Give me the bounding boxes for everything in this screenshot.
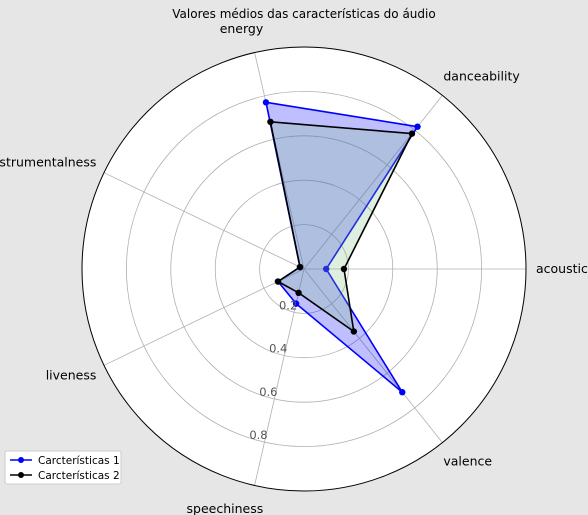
legend-box bbox=[4, 450, 122, 485]
spoke-gridline bbox=[254, 52, 305, 270]
series-area bbox=[266, 102, 418, 393]
data-point bbox=[323, 265, 330, 273]
radial-tick-label: 0.4 bbox=[269, 342, 287, 356]
series-line bbox=[269, 121, 413, 333]
legend-marker bbox=[18, 457, 24, 463]
category-label: instrumentalness bbox=[0, 154, 96, 169]
category-label: danceability bbox=[443, 69, 520, 84]
category-label: acousticness bbox=[536, 261, 588, 276]
category-label: liveness bbox=[46, 368, 97, 383]
data-point bbox=[350, 328, 358, 335]
data-point bbox=[274, 278, 282, 285]
category-label: speechiness bbox=[187, 501, 264, 515]
spoke-gridline bbox=[103, 268, 305, 366]
polar-frame bbox=[81, 46, 527, 492]
data-point bbox=[262, 99, 270, 106]
plot-area: 0.2 0.4 0.6 0.8 acousticness danceability ener… bbox=[0, 21, 588, 515]
spoke-gridline bbox=[103, 172, 305, 270]
data-point bbox=[295, 289, 302, 297]
data-point bbox=[296, 263, 304, 271]
data-point bbox=[292, 300, 300, 307]
radial-tick-label: 0.6 bbox=[259, 385, 277, 399]
data-point bbox=[267, 118, 274, 126]
category-label: valence bbox=[443, 453, 492, 468]
data-point bbox=[408, 130, 416, 137]
category-label: energy bbox=[220, 21, 264, 36]
legend-label: Carcterísticas 2 bbox=[38, 470, 120, 482]
spoke-gridline bbox=[303, 268, 443, 443]
data-point bbox=[414, 123, 421, 130]
legend-marker bbox=[18, 472, 24, 478]
data-point bbox=[340, 265, 348, 273]
radial-tick-label: 0.8 bbox=[249, 428, 267, 442]
legend: Carcterísticas 1 Carcterísticas 2 bbox=[4, 450, 122, 485]
legend-label: Carcterísticas 1 bbox=[38, 455, 120, 467]
chart-title: Valores médios das características do áu… bbox=[172, 7, 435, 21]
data-point bbox=[399, 389, 406, 396]
series-area bbox=[270, 121, 412, 332]
radial-tick-label: 0.2 bbox=[279, 298, 297, 312]
